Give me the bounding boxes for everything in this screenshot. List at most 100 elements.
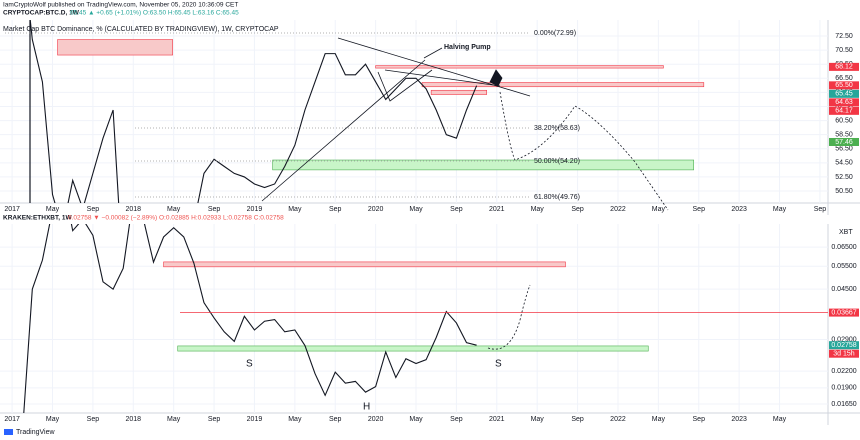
x-tick-label: Sep	[450, 416, 463, 423]
y-tick-label: 50.50	[835, 188, 853, 195]
y-tick-label: 62.50	[835, 103, 853, 110]
y-tick-label: 52.50	[835, 174, 853, 181]
price-label-box	[829, 308, 859, 317]
x-tick-label: Sep	[693, 206, 706, 213]
price-label-box	[829, 137, 859, 146]
x-tick-label: Sep	[571, 206, 584, 213]
price-line	[23, 224, 477, 413]
x-tick-label: Sep	[329, 206, 342, 213]
price-label: 68.12	[835, 64, 853, 71]
y-tick-label: 0.04500	[831, 286, 856, 293]
y-tick-label: 0.02200	[831, 368, 856, 375]
zone	[375, 65, 664, 69]
price-label: 65.45	[835, 91, 853, 98]
x-tick-label: 2023	[731, 206, 747, 213]
x-tick-label: May	[46, 206, 60, 213]
fib-label: 0.00%(72.99)	[534, 30, 576, 37]
trend-line	[261, 59, 426, 202]
author-line: IamCryptoWolf published on TradingView.c…	[3, 2, 238, 9]
arrow	[423, 47, 443, 59]
x-tick-label: 2021	[489, 416, 505, 423]
price-label-box	[829, 98, 859, 107]
x-tick-label: Sep	[571, 416, 584, 423]
x-tick-label: May	[652, 416, 666, 423]
price-line	[29, 20, 478, 203]
price-label: 57.46	[835, 139, 853, 146]
projection	[487, 284, 531, 350]
y-tick-label: 0.01900	[831, 385, 856, 392]
x-tick-label: 2018	[125, 416, 141, 423]
footer: TradingView	[16, 429, 55, 436]
x-tick-label: 2019	[247, 416, 263, 423]
quote: 65.45 ▲ +0.65 (+1.01%) O:63.50 H:65.45 L…	[70, 10, 239, 17]
x-tick-label: 2019	[247, 206, 263, 213]
zone	[177, 345, 649, 352]
x-tick-label: Sep	[208, 416, 221, 423]
y-tick-label: 60.50	[835, 117, 853, 124]
x-tick-label: 2018	[125, 206, 141, 213]
y-tick-label: 56.50	[835, 146, 853, 153]
plot	[29, 20, 705, 203]
fib-label: 38.20%(58.63)	[534, 125, 580, 132]
x-tick-label: 2022	[610, 206, 626, 213]
price-label: 64.63	[835, 99, 853, 106]
symbol: KRAKEN:ETHXBT, 1W	[3, 215, 72, 222]
y-tick-label: 66.50	[835, 75, 853, 82]
x-tick-label: May	[288, 206, 302, 213]
price-label-box	[829, 81, 859, 90]
x-tick-label: 2017	[4, 416, 20, 423]
x-tick-label: May	[652, 206, 666, 213]
y-tick-label: 0.05500	[831, 263, 856, 270]
x-tick-label: May	[531, 416, 545, 423]
countdown: 3d 15h	[833, 351, 855, 358]
axis-unit: XBT	[839, 229, 853, 236]
price-label: 0.02758	[831, 342, 856, 349]
plot	[23, 224, 649, 413]
countdown-box	[829, 349, 859, 358]
price-label-box	[829, 62, 859, 71]
symbol: CRYPTOCAP:BTC.D, 1W	[3, 10, 80, 17]
price-label-box	[829, 106, 859, 115]
zone	[57, 39, 173, 56]
price-label: 64.17	[835, 108, 853, 115]
x-tick-label: May	[773, 416, 787, 423]
price-label: 0.03667	[831, 309, 856, 316]
x-tick-label: May	[409, 416, 423, 423]
x-tick-label: May	[167, 206, 181, 213]
price-label: 65.50	[835, 82, 853, 89]
x-tick-label: May	[46, 416, 60, 423]
x-tick-label: Sep	[814, 206, 827, 213]
logo	[4, 429, 13, 435]
x-tick-label: Sep	[208, 206, 221, 213]
zone	[163, 261, 566, 268]
fib-label: 61.80%(49.76)	[534, 194, 580, 201]
hand-icon	[489, 69, 503, 87]
fib-label: 50.00%(54.20)	[534, 158, 580, 165]
x-tick-label: May	[409, 206, 423, 213]
x-tick-label: Sep	[87, 416, 100, 423]
triangle	[377, 69, 433, 102]
quote: 0.02758 ▼ −0.00082 (−2.89%) O:0.02885 H:…	[68, 215, 284, 222]
price-label-box	[829, 89, 859, 98]
y-tick-label: 0.01650	[831, 401, 856, 408]
x-tick-label: 2021	[489, 206, 505, 213]
x-tick-label: 2020	[368, 206, 384, 213]
y-tick-label: 54.50	[835, 160, 853, 167]
pattern-label: S	[246, 359, 253, 370]
y-tick-label: 70.50	[835, 47, 853, 54]
x-tick-label: May	[288, 416, 302, 423]
x-tick-label: 2022	[610, 416, 626, 423]
zone	[421, 82, 705, 88]
x-tick-label: 2020	[368, 416, 384, 423]
zone	[272, 159, 695, 171]
pattern-label: S	[495, 359, 502, 370]
x-tick-label: Sep	[450, 206, 463, 213]
drawings	[5, 20, 669, 350]
projection	[499, 91, 669, 211]
x-tick-label: Sep	[693, 416, 706, 423]
y-tick-label: 58.50	[835, 132, 853, 139]
x-tick-label: May	[773, 206, 787, 213]
